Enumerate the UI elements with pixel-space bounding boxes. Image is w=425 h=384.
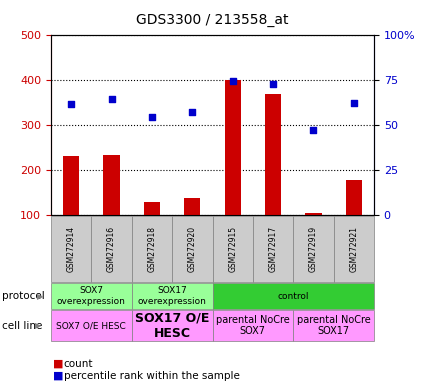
Text: GSM272921: GSM272921 <box>349 226 358 272</box>
Text: SOX17 O/E
HESC: SOX17 O/E HESC <box>135 312 209 339</box>
Text: protocol: protocol <box>2 291 45 301</box>
Text: count: count <box>64 359 93 369</box>
Text: GSM272920: GSM272920 <box>188 226 197 272</box>
Point <box>68 101 75 108</box>
Point <box>229 78 236 84</box>
Bar <box>265 94 281 260</box>
Point <box>350 100 357 106</box>
Text: ▶: ▶ <box>37 291 44 301</box>
Text: SOX7
overexpression: SOX7 overexpression <box>57 286 126 306</box>
Text: GSM272914: GSM272914 <box>67 226 76 272</box>
Bar <box>103 156 120 260</box>
Bar <box>346 180 362 260</box>
Bar <box>305 213 321 260</box>
Point <box>148 114 155 120</box>
Text: GSM272915: GSM272915 <box>228 226 237 272</box>
Point <box>310 127 317 133</box>
Text: SOX7 O/E HESC: SOX7 O/E HESC <box>57 321 126 330</box>
Text: parental NoCre
SOX7: parental NoCre SOX7 <box>216 315 290 336</box>
Text: percentile rank within the sample: percentile rank within the sample <box>64 371 240 381</box>
Text: control: control <box>278 291 309 301</box>
Text: cell line: cell line <box>2 321 42 331</box>
Text: GSM272917: GSM272917 <box>269 226 278 272</box>
Bar <box>184 198 200 260</box>
Text: GSM272919: GSM272919 <box>309 226 318 272</box>
Text: parental NoCre
SOX17: parental NoCre SOX17 <box>297 315 371 336</box>
Point <box>269 81 276 87</box>
Text: GSM272918: GSM272918 <box>147 226 156 272</box>
Text: ■: ■ <box>53 359 64 369</box>
Point <box>189 109 196 115</box>
Text: GSM272916: GSM272916 <box>107 226 116 272</box>
Bar <box>144 202 160 260</box>
Text: GDS3300 / 213558_at: GDS3300 / 213558_at <box>136 13 289 27</box>
Text: ■: ■ <box>53 371 64 381</box>
Point <box>108 96 115 102</box>
Bar <box>63 156 79 260</box>
Text: SOX17
overexpression: SOX17 overexpression <box>138 286 207 306</box>
Bar <box>224 80 241 260</box>
Text: ▶: ▶ <box>35 321 41 330</box>
